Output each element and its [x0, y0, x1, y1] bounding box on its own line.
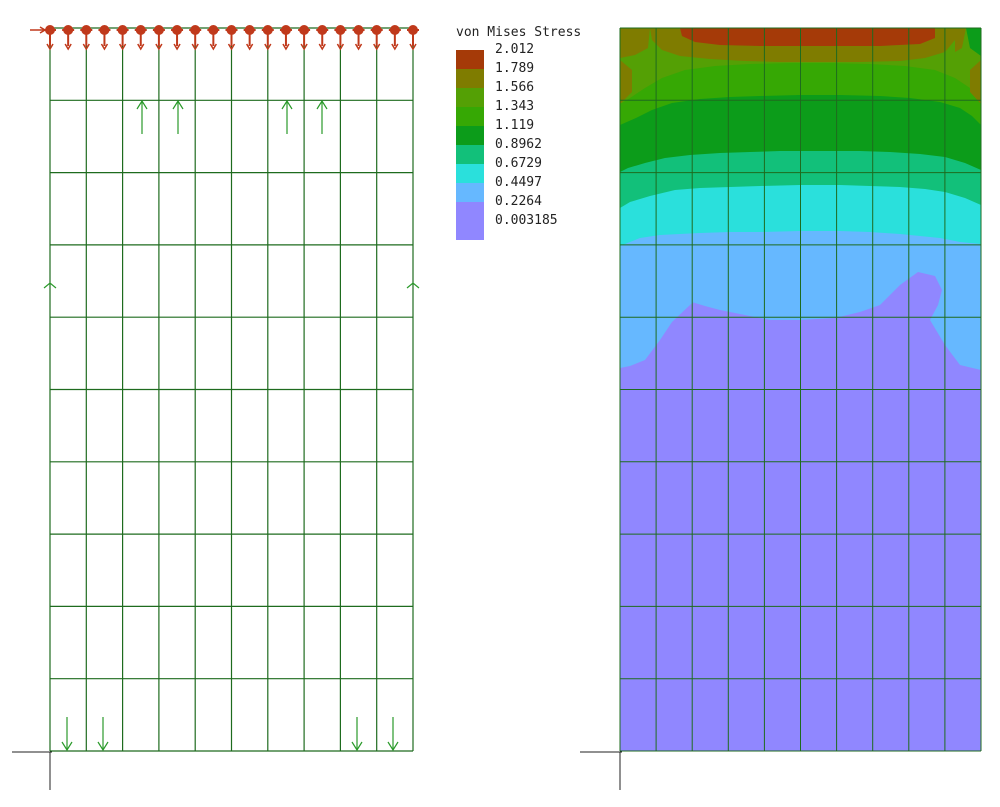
legend-swatch [456, 126, 484, 145]
legend-swatch [456, 50, 484, 69]
legend-swatch [456, 202, 484, 221]
pin-support-icon [171, 25, 184, 51]
contour-mesh-grid [619, 27, 982, 752]
pin-support-icon [407, 25, 419, 51]
legend-entry: 0.8962 [456, 137, 542, 164]
up-load-arrow-icon [281, 99, 293, 134]
contour-band-1 [620, 28, 650, 58]
pin-support-icon [134, 25, 147, 51]
legend-swatch [456, 221, 484, 240]
pin-support-icon [370, 25, 383, 51]
up-load-arrow-icon [172, 99, 184, 134]
legend-swatch [456, 88, 484, 107]
pin-support-icon [207, 25, 220, 51]
up-load-arrow-icon [136, 99, 148, 134]
pin-support-icon [62, 25, 75, 51]
legend-entry: 2.012 [456, 42, 534, 69]
pin-support-icon [44, 25, 56, 51]
legend-swatch [456, 145, 484, 164]
pin-support-icon [98, 25, 111, 51]
pin-support-icon [261, 25, 274, 51]
pin-support-icon [298, 25, 311, 51]
legend-value-label: 1.566 [495, 80, 534, 95]
legend-value-label: 0.2264 [495, 194, 542, 209]
legend-value-label: 1.119 [495, 118, 534, 133]
legend-value-label: 1.343 [495, 99, 534, 114]
support-symbols [30, 25, 419, 51]
pin-support-icon [80, 25, 93, 51]
support-arrow [39, 26, 47, 34]
pin-support-icon [243, 25, 256, 51]
chevron-up-icon [43, 282, 57, 289]
up-load-arrow-icon [316, 99, 328, 134]
pin-support-icon [279, 25, 292, 51]
legend-entry: 0.003185 [456, 213, 558, 240]
legend-swatch [456, 69, 484, 88]
legend-value-label: 0.8962 [495, 137, 542, 152]
pin-support-icon [334, 25, 347, 51]
legend-swatch [456, 107, 484, 126]
legend-swatch [456, 183, 484, 202]
contour-band-4 [966, 28, 981, 56]
legend-entry: 1.343 [456, 99, 534, 126]
pin-support-icon [152, 25, 165, 51]
legend-value-label: 0.4497 [495, 175, 542, 190]
legend-value-label: 0.6729 [495, 156, 542, 171]
pin-support-icon [316, 25, 329, 51]
stress-legend: von Mises Stress 2.012 1.789 1.566 1.343 1.1… [456, 25, 581, 240]
pin-support-icon [116, 25, 129, 51]
legend-swatch [456, 164, 484, 183]
legend-value-label: 2.012 [495, 42, 534, 57]
down-load-arrow-icon [97, 717, 109, 752]
legend-entry: 0.2264 [456, 194, 542, 221]
legend-entry: 1.789 [456, 61, 534, 88]
down-load-arrow-icon [387, 717, 399, 752]
legend-value-label: 1.789 [495, 61, 534, 76]
legend-value-label: 0.003185 [495, 213, 558, 228]
mesh-grid [49, 27, 414, 752]
down-load-arrow-icon [351, 717, 363, 752]
legend-entry: 0.4497 [456, 175, 542, 202]
legend-entry: 1.119 [456, 118, 534, 145]
down-load-arrow-icon [61, 717, 73, 752]
legend-entry: 1.566 [456, 80, 534, 107]
chevron-up-icon [406, 282, 420, 289]
pin-support-icon [225, 25, 238, 51]
contour-band-top [680, 28, 935, 46]
coordinate-axes [12, 751, 52, 790]
mesh-model-view [12, 25, 420, 790]
coordinate-axes [580, 751, 622, 790]
pin-support-icon [189, 25, 202, 51]
legend-title: von Mises Stress [456, 25, 581, 40]
contour-band-1 [620, 28, 981, 104]
pin-support-icon [388, 25, 401, 51]
pin-support-icon [352, 25, 365, 51]
contour-band-1 [955, 28, 966, 52]
legend-entry: 0.6729 [456, 156, 542, 183]
load-arrows [43, 99, 420, 752]
stress-contour-view [580, 27, 982, 790]
